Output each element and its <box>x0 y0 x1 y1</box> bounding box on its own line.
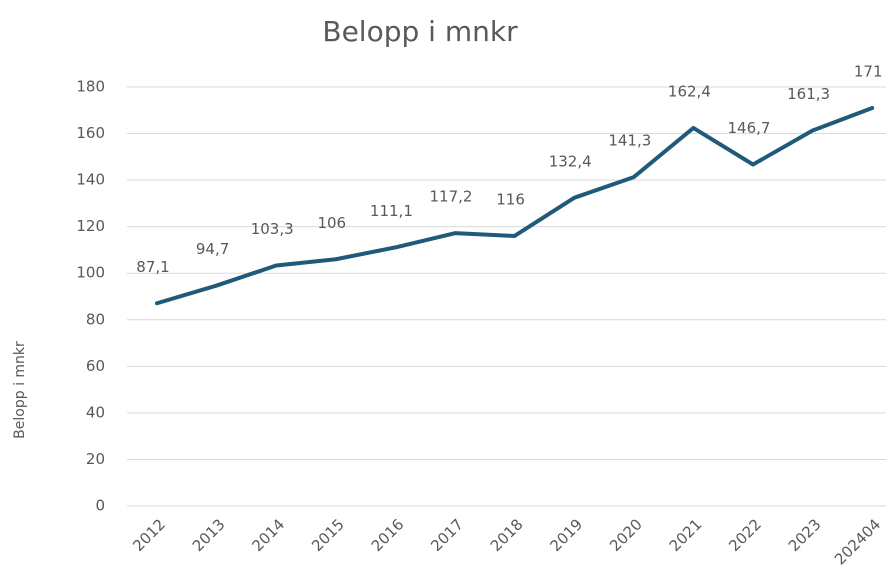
y-tick-label: 0 <box>95 497 105 515</box>
y-tick-label: 20 <box>86 450 105 468</box>
y-axis-title: Belopp i mnkr <box>12 341 28 439</box>
data-label: 117,2 <box>430 188 473 206</box>
x-tick-label: 2020 <box>606 515 646 555</box>
x-tick-label: 2021 <box>666 515 706 555</box>
x-tick-label: 2022 <box>725 515 765 555</box>
y-tick-label: 40 <box>86 403 105 421</box>
data-label: 116 <box>496 190 525 208</box>
x-tick-label: 202404 <box>831 515 884 568</box>
x-tick-label: 2015 <box>308 515 348 555</box>
data-label: 111,1 <box>370 202 413 220</box>
y-tick-label: 180 <box>76 78 105 96</box>
x-tick-label: 2013 <box>189 515 229 555</box>
data-label: 146,7 <box>728 119 771 137</box>
data-label: 106 <box>317 214 346 232</box>
x-tick-label: 2014 <box>248 515 288 555</box>
data-label: 132,4 <box>549 152 592 170</box>
x-tick-label: 2017 <box>427 515 467 555</box>
y-tick-label: 80 <box>86 310 105 328</box>
x-tick-label: 2019 <box>546 515 586 555</box>
chart-title: Belopp i mnkr <box>322 15 518 48</box>
x-tick-label: 2018 <box>487 515 527 555</box>
x-tick-label: 2023 <box>785 515 825 555</box>
data-label: 171 <box>854 62 883 80</box>
data-label: 141,3 <box>608 132 651 150</box>
y-tick-label: 120 <box>76 217 105 235</box>
data-label: 103,3 <box>251 220 294 238</box>
x-tick-label: 2016 <box>368 515 408 555</box>
data-label: 94,7 <box>196 240 229 258</box>
data-label: 161,3 <box>787 85 830 103</box>
y-tick-label: 60 <box>86 357 105 375</box>
y-tick-label: 160 <box>76 124 105 142</box>
data-label: 162,4 <box>668 82 711 100</box>
y-tick-label: 140 <box>76 171 105 189</box>
y-tick-label: 100 <box>76 264 105 282</box>
x-tick-label: 2012 <box>129 515 169 555</box>
data-line <box>155 105 875 306</box>
data-label: 87,1 <box>136 258 169 276</box>
